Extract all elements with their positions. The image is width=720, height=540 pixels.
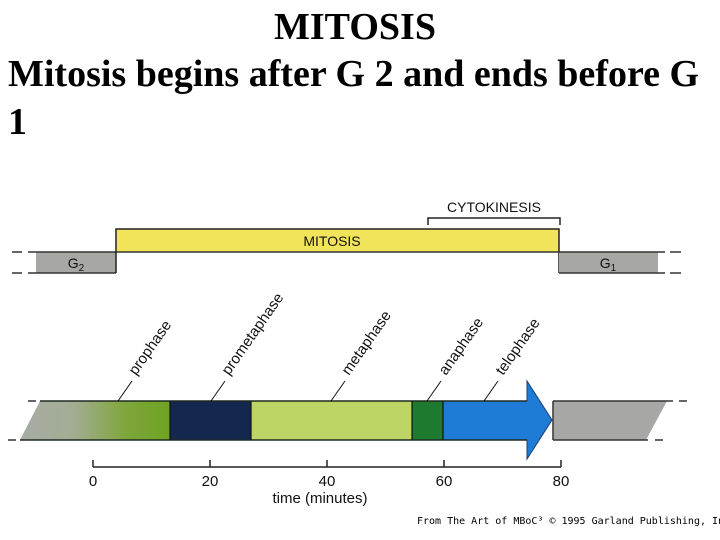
phase-segment-telophase-arrow bbox=[442, 379, 553, 461]
cytokinesis-label: CYTOKINESIS bbox=[447, 199, 541, 215]
label-prometaphase: prometaphase bbox=[218, 290, 287, 378]
g1-label: G1 bbox=[600, 255, 617, 274]
g2-block bbox=[36, 252, 116, 273]
tick-label: 40 bbox=[319, 473, 336, 490]
mitosis-block bbox=[116, 229, 559, 252]
label-prophase: prophase bbox=[125, 317, 175, 378]
label-metaphase: metaphase bbox=[338, 308, 394, 379]
phase-labels: prophase prometaphase metaphase anaphase… bbox=[117, 290, 544, 402]
phase-timeline-bar bbox=[8, 379, 687, 461]
phase-segment-anaphase bbox=[412, 401, 443, 440]
slide-subtitle: Mitosis begins after G 2 and ends before… bbox=[8, 53, 700, 143]
phase-segment-prophase bbox=[20, 401, 170, 440]
g1-block bbox=[559, 252, 658, 273]
axis-title: time (minutes) bbox=[272, 490, 367, 507]
tick-label: 60 bbox=[436, 473, 453, 490]
interphase-segment-after bbox=[553, 401, 667, 440]
tick-label: 80 bbox=[553, 473, 570, 490]
image-credit: From The Art of MBoC³ © 1995 Garland Pub… bbox=[417, 516, 720, 527]
phase-bar-top: G2 MITOSIS G1 CYTOKINESIS bbox=[12, 199, 681, 274]
phase-segment-prometaphase bbox=[170, 401, 251, 440]
label-telophase: telophase bbox=[492, 315, 543, 378]
label-anaphase: anaphase bbox=[435, 315, 487, 379]
tick-label: 20 bbox=[202, 473, 219, 490]
slide-title: MITOSIS bbox=[274, 6, 436, 48]
phase-segment-metaphase bbox=[251, 401, 412, 440]
mitosis-label: MITOSIS bbox=[303, 233, 360, 249]
time-axis: 0 20 40 60 80 time (minutes) bbox=[89, 460, 570, 507]
cytokinesis-bracket bbox=[427, 217, 561, 225]
tick-label: 0 bbox=[89, 473, 97, 490]
g2-label: G2 bbox=[68, 255, 85, 274]
